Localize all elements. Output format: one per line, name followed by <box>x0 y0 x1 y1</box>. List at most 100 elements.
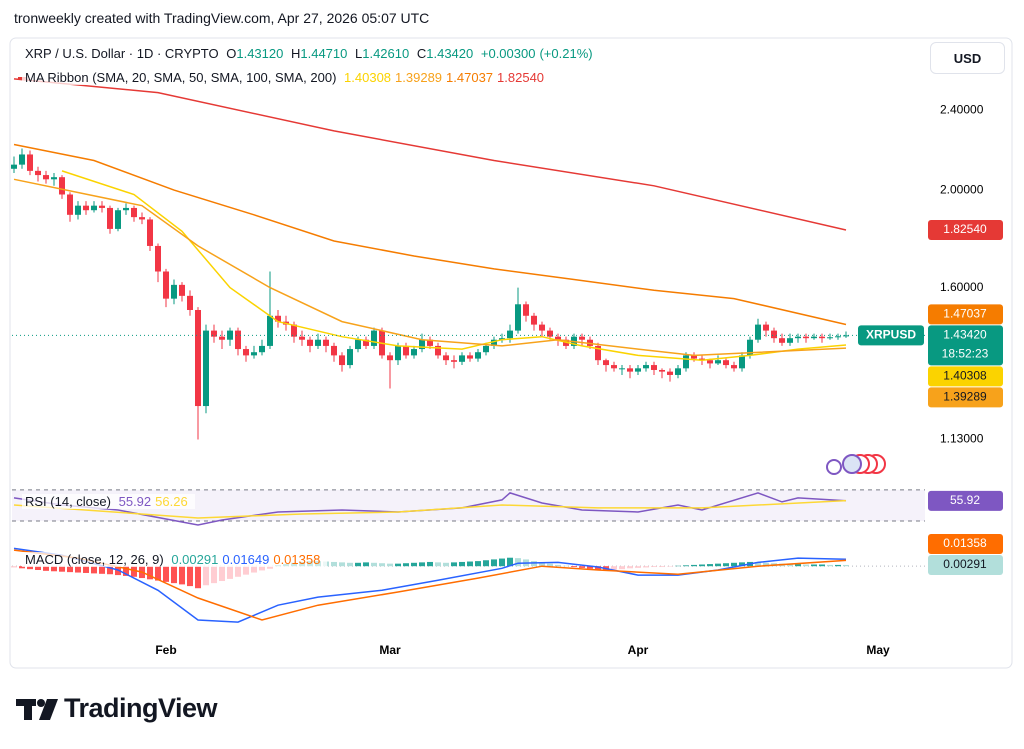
candle-body <box>547 330 553 337</box>
histogram-bar <box>723 563 729 567</box>
candle-body <box>163 271 169 299</box>
y-tick-label: 2.00000 <box>940 182 984 196</box>
histogram-bar <box>267 566 273 569</box>
candle-body <box>691 355 697 359</box>
histogram-bar <box>843 564 849 567</box>
histogram-bar <box>83 566 89 573</box>
candle-body <box>619 368 625 370</box>
candle-body <box>67 194 73 215</box>
candle-body <box>99 205 105 208</box>
axis-label-bg <box>928 533 1003 554</box>
ohlc-letter: H <box>290 46 301 61</box>
candle-body <box>811 336 817 339</box>
histogram-bar <box>547 563 553 567</box>
ohlc-value: 1.44710 <box>300 46 348 61</box>
histogram-bar <box>75 566 81 573</box>
candle-body <box>323 339 329 346</box>
series-line <box>13 143 847 326</box>
candle-body <box>443 355 449 361</box>
histogram-bar <box>355 562 361 567</box>
histogram-bar <box>179 566 185 585</box>
axis-label-bg <box>928 366 1003 387</box>
histogram-bar <box>555 564 561 567</box>
currency-button[interactable]: USD <box>930 42 1005 74</box>
candle-body <box>747 339 753 356</box>
candle-body <box>835 336 841 338</box>
histogram-bar <box>803 564 809 567</box>
histogram-bar <box>171 566 177 584</box>
histogram-bar <box>195 566 201 589</box>
histogram-bar <box>491 559 497 567</box>
candle-body <box>451 360 457 362</box>
axis-label-bg <box>928 490 1003 511</box>
candle-body <box>819 336 825 339</box>
candle-body <box>523 304 529 316</box>
axis-label: 1.82540 <box>943 222 987 236</box>
candle-body <box>91 205 97 211</box>
candle-body <box>555 336 561 340</box>
axis-label-bg <box>928 554 1003 575</box>
candle-body <box>723 360 729 366</box>
candle-body <box>179 284 185 296</box>
event-icons <box>826 454 886 475</box>
ma-value: 1.40308 <box>344 70 392 85</box>
symbol-title: XRP / U.S. Dollar · 1D · CRYPTO <box>25 46 219 61</box>
candle-body <box>315 339 321 346</box>
candle-body <box>131 207 137 218</box>
event-icon <box>842 454 862 474</box>
histogram-bar <box>579 566 585 568</box>
candle-body <box>755 324 761 340</box>
histogram-bar <box>163 566 169 582</box>
histogram-bar <box>51 566 57 572</box>
histogram-bar <box>331 561 337 567</box>
axis-countdown: 18:52:23 <box>942 347 989 361</box>
candle-body <box>459 355 465 362</box>
candle-body <box>171 284 177 299</box>
histogram-bar <box>451 562 457 567</box>
candle-body <box>699 358 705 361</box>
candle-body <box>531 315 537 325</box>
series-line <box>13 78 847 231</box>
candle-body <box>731 365 737 369</box>
candle-body <box>19 154 25 165</box>
candle-body <box>211 330 217 337</box>
candle-body <box>187 295 193 310</box>
histogram-bar <box>795 564 801 567</box>
rsi-title: RSI (14, close) <box>25 494 111 509</box>
histogram-bar <box>643 566 649 568</box>
ma-value: 1.39289 <box>395 70 443 85</box>
candle-body <box>347 349 353 366</box>
x-tick-label: May <box>866 643 890 657</box>
candle-body <box>539 324 545 331</box>
candle-body <box>763 324 769 331</box>
histogram-bar <box>27 566 33 570</box>
axis-label-bg <box>928 220 1003 241</box>
histogram-bar <box>515 558 521 567</box>
candle-body <box>43 175 49 180</box>
histogram-bar <box>387 563 393 567</box>
histogram-bar <box>459 561 465 567</box>
candle-body <box>115 210 121 229</box>
histogram-bar <box>187 566 193 587</box>
histogram-bar <box>811 564 817 567</box>
candle-body <box>795 336 801 339</box>
brand-name: TradingView <box>64 693 218 723</box>
axis-label: 1.43420 <box>943 328 987 342</box>
rsi-legend: RSI (14, close) 55.92 56.26 <box>22 494 195 509</box>
histogram-bar <box>763 562 769 567</box>
candle-body <box>51 177 57 180</box>
ma-value: 1.82540 <box>497 70 545 85</box>
histogram-bar <box>507 557 513 567</box>
change-pct: (+0.21%) <box>539 46 593 61</box>
candle-body <box>403 345 409 356</box>
candle-body <box>267 315 273 346</box>
histogram-bar <box>787 564 793 567</box>
logo-part <box>24 699 32 720</box>
candle-body <box>507 330 513 339</box>
ohlc-value: 1.43420 <box>426 46 474 61</box>
candle-body <box>643 365 649 369</box>
macd-title: MACD (close, 12, 26, 9) <box>25 552 164 567</box>
candle-body <box>715 360 721 364</box>
histogram-bar <box>635 566 641 568</box>
